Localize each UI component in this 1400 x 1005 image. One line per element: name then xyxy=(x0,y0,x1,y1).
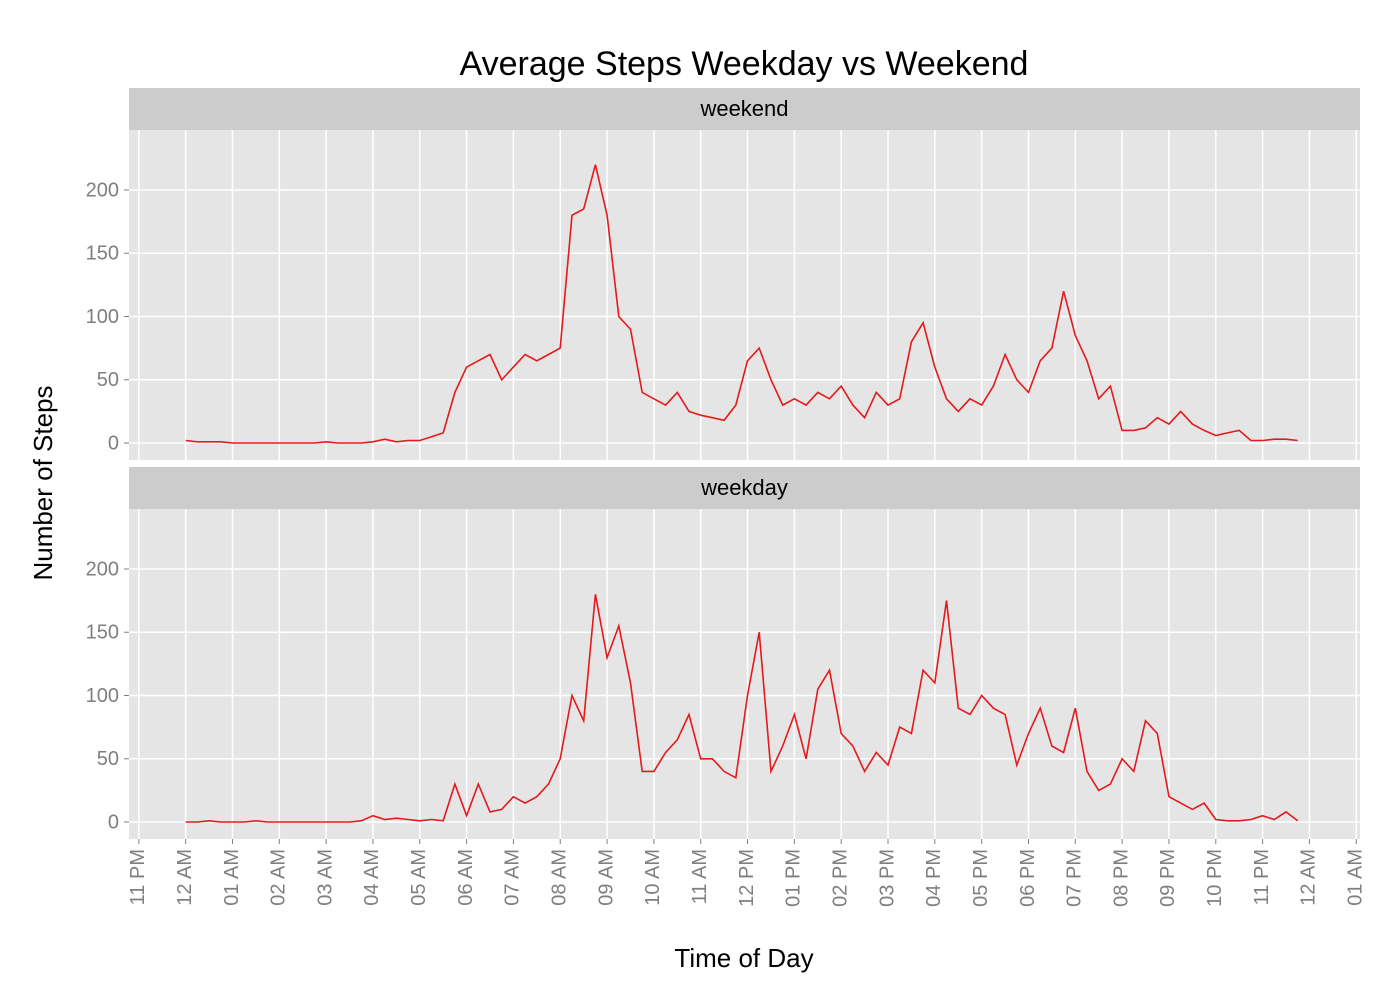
x-tick-label: 07 AM xyxy=(502,849,524,906)
x-tick-label: 02 AM xyxy=(268,849,290,906)
x-tick-label: 12 AM xyxy=(174,849,196,906)
x-tick-label: 10 AM xyxy=(642,849,664,906)
x-tick-label: 07 PM xyxy=(1064,849,1086,907)
strip xyxy=(129,88,1360,130)
x-tick-label: 12 AM xyxy=(1298,849,1320,906)
x-tick-label: 01 AM xyxy=(1345,849,1367,906)
y-tick-label: 50 xyxy=(97,748,119,770)
x-tick-label: 04 AM xyxy=(361,849,383,906)
x-tick-label: 01 AM xyxy=(221,849,243,906)
y-tick-label: 150 xyxy=(86,243,119,265)
x-tick-label: 09 PM xyxy=(1157,849,1179,907)
chart-title: Average Steps Weekday vs Weekend xyxy=(460,45,1029,83)
y-tick-label: 200 xyxy=(86,179,119,201)
x-tick-label: 11 PM xyxy=(127,849,149,905)
y-tick-label: 150 xyxy=(86,622,119,644)
y-tick-label: 100 xyxy=(86,685,119,707)
y-tick-label: 200 xyxy=(86,558,119,580)
y-tick-label: 0 xyxy=(108,432,119,454)
strip-label: weekday xyxy=(700,475,788,500)
x-tick-label: 12 PM xyxy=(736,849,758,907)
data-line xyxy=(185,594,1299,823)
x-tick-label: 04 PM xyxy=(923,849,945,907)
x-tick-label: 05 AM xyxy=(408,849,430,906)
x-tick-label: 06 AM xyxy=(455,849,477,906)
x-tick-label: 09 AM xyxy=(595,849,617,906)
y-tick-label: 100 xyxy=(86,306,119,328)
x-tick-label: 08 PM xyxy=(1110,849,1132,907)
y-tick-label: 50 xyxy=(97,369,119,391)
strip-label: weekend xyxy=(699,96,788,121)
x-tick-label: 11 AM xyxy=(689,849,711,904)
y-tick-label: 0 xyxy=(108,811,119,833)
x-axis-title: Time of Day xyxy=(674,943,813,973)
panel-background xyxy=(129,509,1360,839)
x-tick-label: 01 PM xyxy=(783,849,805,907)
x-tick-label: 02 PM xyxy=(829,849,851,907)
x-tick-label: 03 PM xyxy=(876,849,898,907)
x-tick-label: 06 PM xyxy=(1017,849,1039,907)
x-tick-label: 05 PM xyxy=(970,849,992,907)
x-tick-label: 10 PM xyxy=(1204,849,1226,907)
y-axis-title: Number of Steps xyxy=(28,385,58,580)
x-tick-label: 08 AM xyxy=(549,849,571,906)
panel-background xyxy=(129,130,1360,460)
x-tick-label: 03 AM xyxy=(314,849,336,906)
x-tick-label: 11 PM xyxy=(1251,849,1273,905)
data-line xyxy=(185,164,1298,444)
strip xyxy=(129,467,1360,509)
